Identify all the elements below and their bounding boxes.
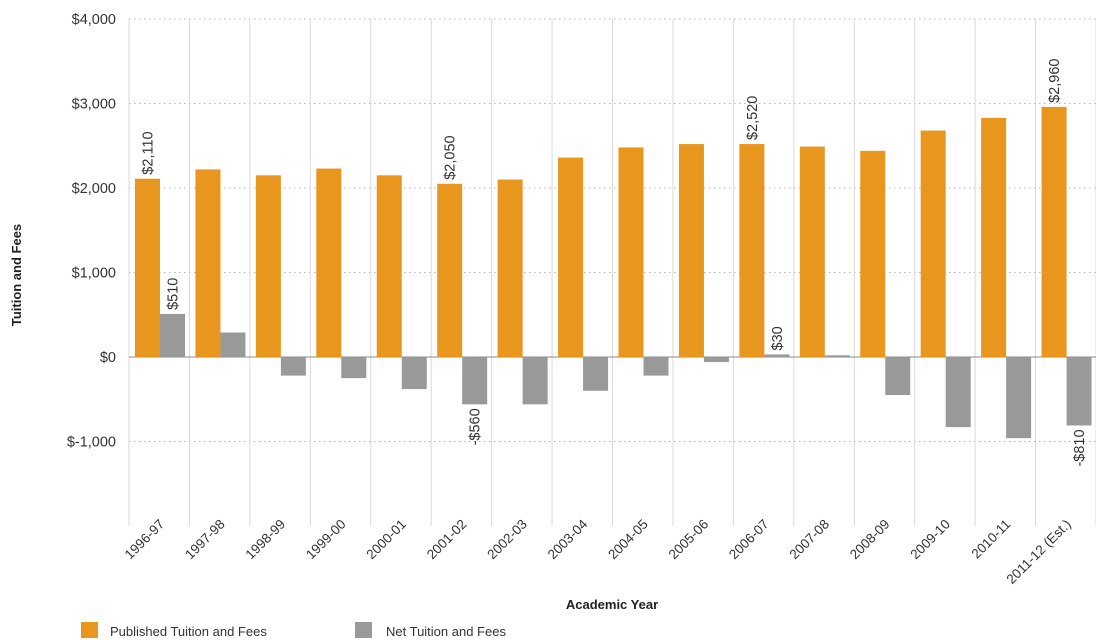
published-bar bbox=[1042, 107, 1067, 357]
published-data-label: $2,110 bbox=[141, 131, 157, 174]
net-data-label: -$560 bbox=[468, 408, 484, 445]
bars-layer bbox=[135, 107, 1092, 438]
x-tick-label: 2011-12 (Est.) bbox=[1004, 517, 1074, 587]
legend-label-net: Net Tuition and Fees bbox=[386, 624, 506, 639]
published-data-label: $2,050 bbox=[443, 135, 459, 179]
net-bar bbox=[764, 354, 789, 357]
legend-swatch-net bbox=[355, 622, 372, 638]
published-bar bbox=[800, 147, 825, 357]
net-bar bbox=[644, 357, 669, 376]
y-axis-title: Tuition and Fees bbox=[9, 224, 24, 326]
published-bar bbox=[316, 169, 341, 357]
net-bar bbox=[341, 357, 366, 378]
net-bar bbox=[946, 357, 971, 427]
net-data-label: $510 bbox=[166, 278, 182, 310]
published-bar bbox=[860, 151, 885, 357]
legend-swatch-published bbox=[81, 622, 98, 638]
net-bar bbox=[1067, 357, 1092, 425]
net-data-label: $30 bbox=[770, 326, 786, 350]
legend: Published Tuition and Fees Net Tuition a… bbox=[81, 622, 506, 639]
published-bar bbox=[195, 169, 220, 357]
published-data-label: $2,960 bbox=[1047, 59, 1063, 103]
published-bar bbox=[739, 144, 764, 357]
legend-label-published: Published Tuition and Fees bbox=[110, 624, 267, 639]
net-bar bbox=[704, 357, 729, 362]
published-bar bbox=[921, 131, 946, 357]
published-bar bbox=[498, 180, 523, 357]
y-tick-label: $3,000 bbox=[72, 97, 116, 113]
y-tick-label: $4,000 bbox=[72, 12, 116, 28]
published-bar bbox=[377, 175, 402, 357]
y-tick-label: $1,000 bbox=[72, 266, 116, 282]
published-bar bbox=[981, 118, 1006, 357]
published-bar bbox=[437, 184, 462, 357]
published-bar bbox=[679, 144, 704, 357]
net-bar bbox=[281, 357, 306, 376]
y-tick-label: $0 bbox=[100, 350, 116, 366]
net-bar bbox=[885, 357, 910, 395]
published-bar bbox=[558, 158, 583, 357]
net-bar bbox=[825, 355, 850, 357]
net-bar bbox=[523, 357, 548, 404]
net-bar bbox=[1006, 357, 1031, 438]
net-bar bbox=[402, 357, 427, 389]
net-bar bbox=[220, 332, 245, 357]
published-bar bbox=[619, 147, 644, 357]
net-bar bbox=[462, 357, 487, 404]
published-bar bbox=[135, 179, 160, 357]
published-data-label: $2,520 bbox=[745, 96, 761, 140]
net-data-label: -$810 bbox=[1072, 429, 1088, 466]
net-bar bbox=[583, 357, 608, 391]
net-bar bbox=[160, 314, 185, 357]
y-tick-label: $-1,000 bbox=[67, 435, 116, 451]
x-axis-title: Academic Year bbox=[566, 597, 658, 612]
y-tick-label: $2,000 bbox=[72, 181, 116, 197]
published-bar bbox=[256, 175, 281, 357]
